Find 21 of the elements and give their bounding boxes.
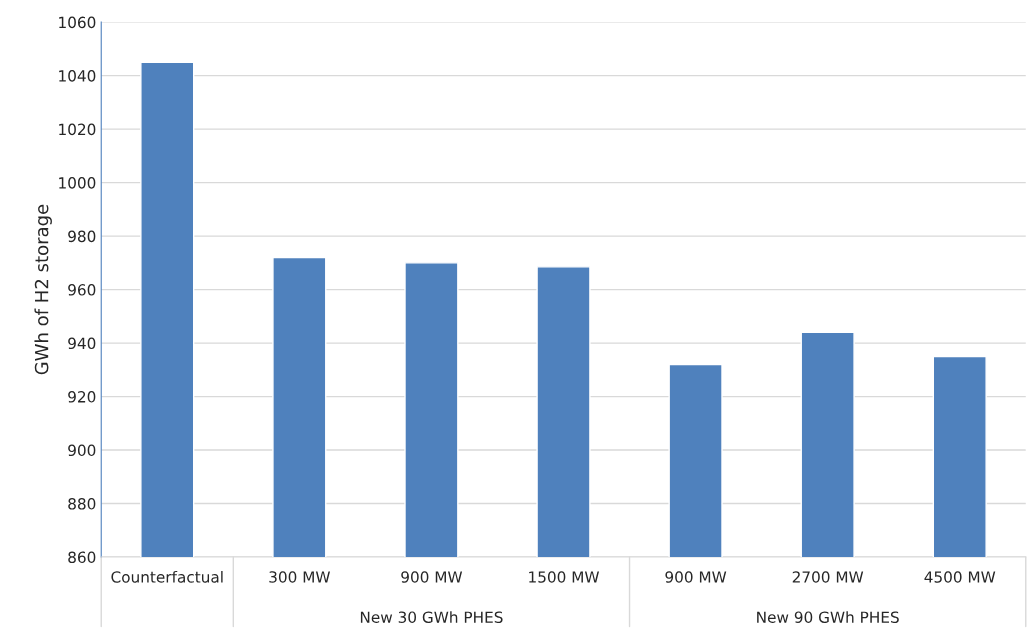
y-tick-label: 920 bbox=[68, 391, 96, 403]
y-tick-label: 1000 bbox=[59, 177, 96, 189]
text: New 30 GWh PHES bbox=[360, 611, 503, 623]
x-tick-label: 2700 MW bbox=[792, 571, 864, 583]
y-axis-title: GWh of H2 storage bbox=[34, 204, 52, 375]
y-tick-label: 940 bbox=[68, 337, 96, 350]
x-tick-label: 900 MW bbox=[665, 571, 727, 583]
y-tick-label: 960 bbox=[68, 284, 96, 296]
x-tick-label: 900 MW bbox=[401, 571, 463, 583]
y-tick-label: 1020 bbox=[59, 123, 96, 136]
y-tick-label: 1060 bbox=[59, 16, 96, 29]
y-tick-label: 1040 bbox=[59, 70, 96, 82]
x-tick-label: 300 MW bbox=[269, 571, 330, 583]
y-tick-label: 880 bbox=[68, 498, 96, 510]
x-tick-label: Counterfactual bbox=[111, 570, 223, 583]
y-tick-label: 980 bbox=[68, 230, 96, 243]
y-tick-label: 860 bbox=[68, 551, 96, 564]
x-tick-label: 4500 MW bbox=[924, 571, 996, 583]
text: New 90 GWh PHES bbox=[757, 611, 899, 623]
y-tick-label: 900 bbox=[68, 444, 96, 457]
x-tick-label: 1500 MW bbox=[529, 571, 600, 583]
